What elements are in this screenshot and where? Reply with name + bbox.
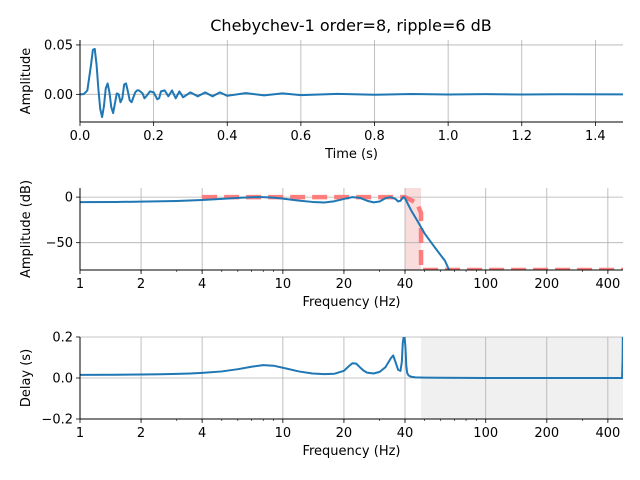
x-tick-label: 40: [397, 277, 414, 292]
x-tick-label: 1: [76, 426, 84, 441]
y-tick-label: 0.2: [52, 331, 73, 346]
target-response-line: [202, 194, 623, 270]
y-tick-label: 0.05: [44, 38, 73, 53]
x-tick-label: 20: [336, 277, 353, 292]
x-tick-label: 400: [595, 426, 620, 441]
x-axis-label: Frequency (Hz): [302, 295, 400, 310]
x-tick-label: 100: [473, 277, 498, 292]
y-axis-label: Amplitude: [19, 48, 34, 115]
x-tick-label: 0.8: [364, 129, 385, 144]
x-tick-label: 4: [198, 426, 206, 441]
x-tick-label: 1.4: [585, 129, 606, 144]
x-tick-label: 0.2: [143, 129, 164, 144]
x-tick-label: 4: [198, 277, 206, 292]
x-tick-label: 40: [397, 426, 414, 441]
x-tick-label: 200: [534, 277, 559, 292]
x-tick-label: 0.4: [217, 129, 238, 144]
x-tick-label: 2: [137, 277, 145, 292]
x-tick-label: 200: [534, 426, 559, 441]
y-tick-label: −50: [46, 236, 73, 251]
magnitude-response-panel: 1 2 4 10 20 40 100 200 400 0 −50 Frequency (Hz) Ampl…: [19, 180, 623, 310]
x-tick-label: 400: [595, 277, 620, 292]
x-tick-label: 1.2: [511, 129, 532, 144]
y-tick-label: 0.00: [44, 88, 73, 103]
x-axis-label: Frequency (Hz): [302, 444, 400, 459]
x-tick-label: 1.0: [438, 129, 459, 144]
y-axis-label: Amplitude (dB): [19, 180, 34, 278]
x-tick-label: 10: [275, 426, 292, 441]
x-tick-label: 1: [76, 277, 84, 292]
y-tick-label: 0: [65, 191, 73, 206]
y-tick-label: −0.2: [41, 413, 73, 428]
x-tick-label: 0.6: [291, 129, 312, 144]
figure-title: Chebychev-1 order=8, ripple=6 dB: [210, 16, 492, 35]
x-tick-label: 20: [336, 426, 353, 441]
y-axis-label: Delay (s): [19, 349, 34, 407]
series-line: [80, 196, 451, 270]
series-line: [80, 337, 623, 379]
x-tick-label: 2: [137, 426, 145, 441]
impulse-response-panel: 0.0 0.2 0.4 0.6 0.8 1.0 1.2 1.4 0.00 0.05 Time (s)…: [19, 38, 623, 162]
x-tick-label: 100: [473, 426, 498, 441]
y-tick-label: 0.0: [52, 372, 73, 387]
x-tick-label: 10: [275, 277, 292, 292]
x-tick-label: 0.0: [70, 129, 91, 144]
group-delay-panel: 1 2 4 10 20 40 100 200 400 0.2 0.0 −0.2 Frequency (H…: [19, 331, 623, 459]
x-axis-label: Time (s): [324, 147, 378, 162]
series-line: [80, 47, 623, 119]
